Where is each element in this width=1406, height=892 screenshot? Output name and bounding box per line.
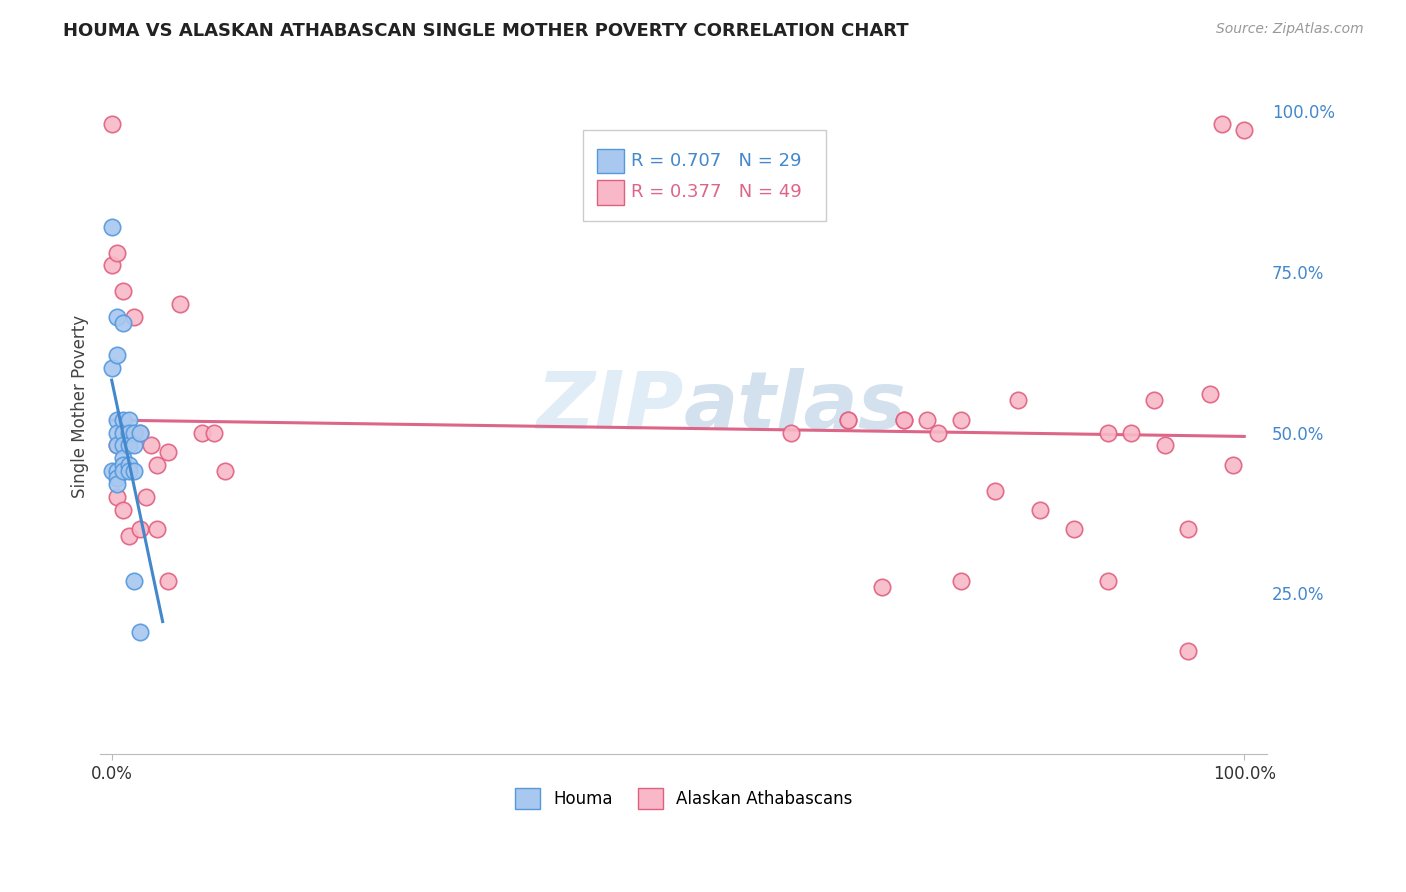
Point	[146, 458, 169, 472]
Point	[111, 425, 134, 440]
Point	[893, 413, 915, 427]
Point	[124, 425, 146, 440]
Point	[118, 458, 141, 472]
Text: R = 0.377   N = 49: R = 0.377 N = 49	[631, 183, 801, 202]
Point	[1177, 644, 1199, 658]
Point	[100, 219, 122, 234]
Point	[950, 413, 973, 427]
Point	[105, 464, 128, 478]
Point	[1097, 425, 1119, 440]
Point	[837, 413, 859, 427]
Point	[1233, 123, 1256, 137]
Point	[118, 413, 141, 427]
Point	[111, 284, 134, 298]
Point	[1177, 522, 1199, 536]
Point	[105, 348, 128, 362]
Point	[927, 425, 949, 440]
Point	[124, 438, 146, 452]
Point	[1029, 503, 1052, 517]
Point	[118, 425, 141, 440]
Point	[1199, 387, 1222, 401]
Point	[124, 574, 146, 588]
Point	[100, 361, 122, 376]
Point	[214, 464, 236, 478]
Point	[141, 438, 163, 452]
Point	[111, 413, 134, 427]
Point	[202, 425, 225, 440]
Point	[1007, 393, 1029, 408]
Point	[118, 438, 141, 452]
Point	[105, 413, 128, 427]
Point	[191, 425, 214, 440]
Point	[129, 625, 152, 640]
Point	[146, 522, 169, 536]
Point	[129, 522, 152, 536]
Point	[135, 490, 157, 504]
Point	[124, 425, 146, 440]
Point	[111, 438, 134, 452]
Point	[100, 259, 122, 273]
Text: atlas: atlas	[683, 368, 907, 446]
Y-axis label: Single Mother Poverty: Single Mother Poverty	[72, 316, 89, 499]
Point	[157, 445, 180, 459]
Point	[157, 574, 180, 588]
Point	[1222, 458, 1244, 472]
Point	[105, 470, 128, 484]
Point	[124, 310, 146, 324]
Point	[129, 425, 152, 440]
Point	[1097, 574, 1119, 588]
Point	[129, 425, 152, 440]
Point	[100, 117, 122, 131]
Point	[837, 413, 859, 427]
Point	[1119, 425, 1142, 440]
Point	[111, 464, 134, 478]
Point	[1154, 438, 1177, 452]
Point	[100, 464, 122, 478]
Text: HOUMA VS ALASKAN ATHABASCAN SINGLE MOTHER POVERTY CORRELATION CHART: HOUMA VS ALASKAN ATHABASCAN SINGLE MOTHE…	[63, 22, 908, 40]
Text: R = 0.707   N = 29: R = 0.707 N = 29	[631, 152, 801, 169]
Point	[1063, 522, 1085, 536]
Point	[893, 413, 915, 427]
Point	[105, 425, 128, 440]
Text: Source: ZipAtlas.com: Source: ZipAtlas.com	[1216, 22, 1364, 37]
Point	[118, 464, 141, 478]
Point	[111, 451, 134, 466]
Point	[105, 490, 128, 504]
Point	[915, 413, 938, 427]
Point	[111, 503, 134, 517]
Legend: Houma, Alaskan Athabascans: Houma, Alaskan Athabascans	[508, 781, 859, 815]
Point	[1211, 117, 1233, 131]
Point	[105, 438, 128, 452]
Point	[169, 297, 191, 311]
Point	[105, 245, 128, 260]
Point	[105, 477, 128, 491]
Point	[780, 425, 803, 440]
Point	[870, 580, 893, 594]
Point	[111, 316, 134, 330]
Point	[1143, 393, 1166, 408]
Point	[111, 458, 134, 472]
Point	[105, 438, 128, 452]
Point	[723, 194, 745, 208]
Point	[124, 464, 146, 478]
Point	[118, 528, 141, 542]
Point	[111, 425, 134, 440]
Point	[105, 310, 128, 324]
Point	[984, 483, 1007, 498]
Point	[950, 574, 973, 588]
Text: ZIP: ZIP	[536, 368, 683, 446]
